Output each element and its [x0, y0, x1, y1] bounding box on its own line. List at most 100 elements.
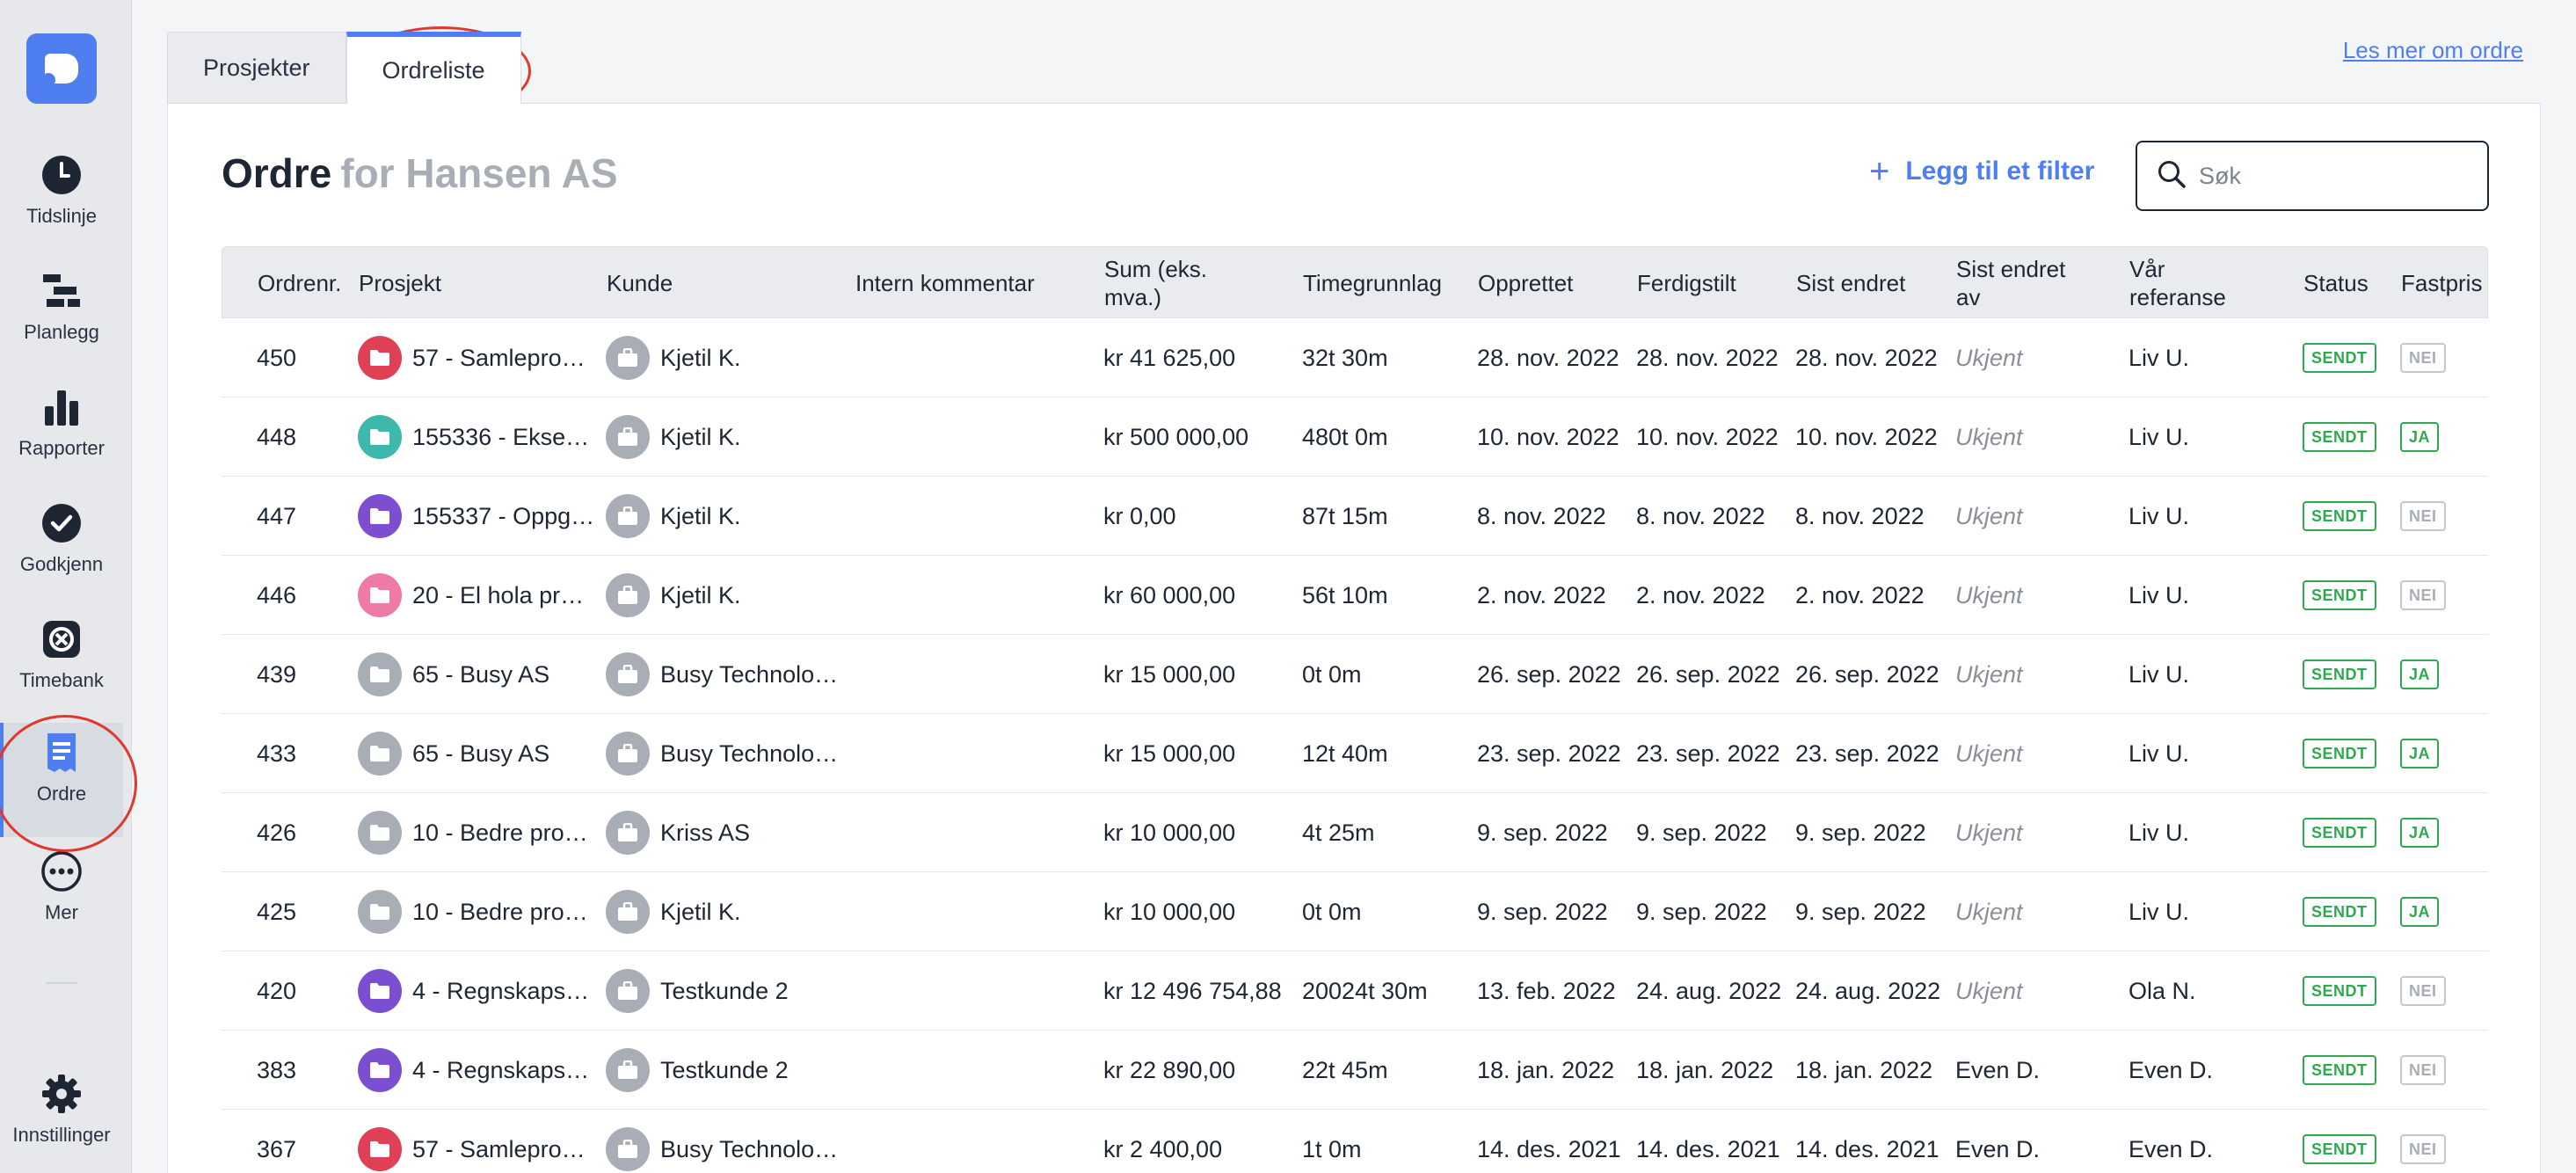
customer-name[interactable]: Kjetil K.	[660, 502, 741, 529]
comment-cell	[855, 635, 1092, 714]
comment-cell	[855, 556, 1092, 635]
customer-cell: Busy Technologi...	[606, 635, 848, 714]
table-row[interactable]: 439 65 - Busy AS Busy Technologi... kr 15 0…	[222, 635, 2488, 714]
status-cell: SENDT	[2303, 635, 2390, 714]
project-name[interactable]: 20 - El hola proy...	[412, 581, 595, 608]
project-name[interactable]: 10 - Bedre prosj...	[412, 819, 595, 846]
folder-icon	[358, 811, 402, 855]
customer-name[interactable]: Kjetil K.	[660, 344, 741, 371]
column-header-sist-endret-av[interactable]: Sist endret av	[1956, 256, 2066, 310]
project-name[interactable]: 57 - Samleprosj...	[412, 344, 595, 371]
sum-cell: kr 41 625,00	[1103, 344, 1236, 371]
table-row[interactable]: 426 10 - Bedre prosj... Kriss AS kr 10 000,…	[222, 793, 2488, 872]
table-row[interactable]: 433 65 - Busy AS Busy Technologi... kr 15 0…	[222, 714, 2488, 793]
table-row[interactable]: 367 57 - Samleprosj... Busy Technologi... k…	[222, 1110, 2488, 1173]
customer-name[interactable]: Testkunde 2	[660, 1056, 789, 1083]
project-cell: 57 - Samleprosj...	[358, 318, 595, 397]
briefcase-icon	[606, 415, 650, 459]
column-header-ordrenr[interactable]: Ordrenr.	[258, 270, 342, 296]
search-box[interactable]	[2136, 141, 2489, 211]
table-row[interactable]: 425 10 - Bedre prosj... Kjetil K. kr 10 000…	[222, 872, 2488, 951]
column-header-prosjekt[interactable]: Prosjekt	[359, 270, 441, 296]
customer-cell: Busy Technologi...	[606, 1110, 848, 1173]
project-name[interactable]: 4 - Regnskapsar...	[412, 1056, 595, 1083]
table-row[interactable]: 448 155336 - Eksem... Kjetil K. kr 500 000,…	[222, 397, 2488, 477]
column-header-intern-kommentar[interactable]: Intern kommentar	[855, 270, 1035, 296]
project-name[interactable]: 10 - Bedre prosj...	[412, 898, 595, 925]
changed-cell: 10. nov. 2022	[1795, 423, 1938, 450]
search-input[interactable]	[2199, 162, 2480, 190]
sidebar-item-rapporter[interactable]: Rapporter	[0, 377, 123, 483]
fixed-price-badge: NEI	[2400, 343, 2446, 373]
fixed-price-badge: JA	[2400, 739, 2440, 769]
customer-name[interactable]: Busy Technologi...	[660, 660, 848, 688]
table-row[interactable]: 420 4 - Regnskapsar... Testkunde 2 kr 12 49…	[222, 951, 2488, 1031]
order-number: 425	[257, 898, 297, 925]
project-cell: 155337 - Oppga...	[358, 477, 595, 556]
changed-by-cell: Even D.	[1955, 1056, 2041, 1083]
customer-name[interactable]: Kjetil K.	[660, 423, 741, 450]
customer-cell: Kjetil K.	[606, 477, 848, 556]
customer-name[interactable]: Busy Technologi...	[660, 1135, 848, 1162]
column-header-var-referanse[interactable]: Vår referanse	[2129, 256, 2226, 310]
created-cell: 13. feb. 2022	[1477, 977, 1616, 1004]
finished-cell: 28. nov. 2022	[1636, 344, 1779, 371]
fixed-price-badge: NEI	[2400, 501, 2446, 531]
table-row[interactable]: 383 4 - Regnskapsar... Testkunde 2 kr 22 89…	[222, 1031, 2488, 1110]
add-filter-button[interactable]: + Legg til et filter	[1869, 154, 2094, 189]
column-header-status[interactable]: Status	[2303, 270, 2369, 296]
status-cell: SENDT	[2303, 1110, 2390, 1173]
customer-name[interactable]: Kjetil K.	[660, 581, 741, 608]
changed-by-cell: Ukjent	[1955, 977, 2023, 1004]
bar-chart-icon	[40, 386, 83, 428]
customer-name[interactable]: Busy Technologi...	[660, 740, 848, 767]
column-header-sist-endret[interactable]: Sist endret	[1796, 270, 1906, 296]
column-header-fastpris[interactable]: Fastpris	[2401, 270, 2483, 296]
tab-ordreliste[interactable]: Ordreliste	[346, 32, 521, 104]
created-cell: 9. sep. 2022	[1477, 898, 1608, 925]
project-name[interactable]: 57 - Samleprosj...	[412, 1135, 595, 1162]
project-name[interactable]: 155336 - Eksem...	[412, 423, 595, 450]
sidebar-item-tidslinje[interactable]: Tidslinje	[0, 145, 123, 251]
table-row[interactable]: 446 20 - El hola proy... Kjetil K. kr 60 00…	[222, 556, 2488, 635]
customer-cell: Kjetil K.	[606, 397, 848, 477]
created-cell: 9. sep. 2022	[1477, 819, 1608, 846]
tab-prosjekter[interactable]: Prosjekter	[167, 32, 346, 104]
fixed-price-cell: NEI	[2400, 951, 2488, 1031]
customer-name[interactable]: Kriss AS	[660, 819, 751, 846]
fixed-price-badge: JA	[2400, 818, 2440, 848]
help-link[interactable]: Les mer om ordre	[2342, 37, 2523, 63]
project-name[interactable]: 65 - Busy AS	[412, 740, 550, 767]
hours-cell: 32t 30m	[1302, 344, 1388, 371]
customer-cell: Kjetil K.	[606, 318, 848, 397]
sidebar-item-godkjenn[interactable]: Godkjenn	[0, 493, 123, 599]
sidebar-item-innstillinger[interactable]: Innstillinger	[0, 1064, 123, 1169]
sidebar-item-planlegg[interactable]: Planlegg	[0, 261, 123, 367]
reference-cell: Liv U.	[2128, 581, 2190, 608]
sidebar-item-timebank[interactable]: Timebank	[0, 609, 123, 715]
sidebar-item-mer[interactable]: Mer	[0, 842, 123, 947]
sidebar-item-ordre[interactable]: Ordre	[0, 723, 123, 837]
customer-name[interactable]: Kjetil K.	[660, 898, 741, 925]
column-header-timegrunnlag[interactable]: Timegrunnlag	[1303, 270, 1443, 296]
column-header-ferdigstilt[interactable]: Ferdigstilt	[1637, 270, 1736, 296]
project-name[interactable]: 155337 - Oppga...	[412, 502, 595, 529]
project-name[interactable]: 65 - Busy AS	[412, 660, 550, 688]
sidebar-item-label: Mer	[45, 901, 78, 923]
column-header-sum[interactable]: Sum (eks. mva.)	[1104, 256, 1208, 310]
folder-icon	[358, 415, 402, 459]
table-row[interactable]: 450 57 - Samleprosj... Kjetil K. kr 41 625,…	[222, 318, 2488, 397]
customer-name[interactable]: Testkunde 2	[660, 977, 789, 1004]
fixed-price-badge: JA	[2400, 659, 2440, 689]
order-number: 439	[257, 660, 297, 688]
hours-cell: 56t 10m	[1302, 581, 1388, 608]
column-header-opprettet[interactable]: Opprettet	[1478, 270, 1574, 296]
project-name[interactable]: 4 - Regnskapsar...	[412, 977, 595, 1004]
project-cell: 20 - El hola proy...	[358, 556, 595, 635]
column-header-kunde[interactable]: Kunde	[607, 270, 673, 296]
changed-by-cell: Ukjent	[1955, 502, 2023, 529]
app-logo[interactable]	[26, 33, 97, 104]
status-badge: SENDT	[2303, 976, 2376, 1006]
sum-cell: kr 15 000,00	[1103, 660, 1236, 688]
table-row[interactable]: 447 155337 - Oppga... Kjetil K. kr 0,00 87t …	[222, 477, 2488, 556]
